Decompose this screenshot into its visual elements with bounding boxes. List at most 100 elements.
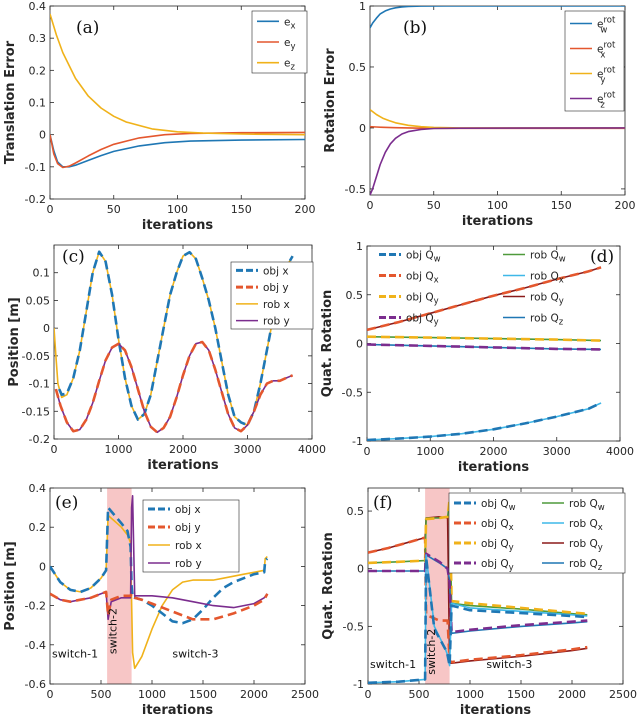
x-tick-label: 1000 bbox=[416, 445, 444, 458]
series-line bbox=[54, 340, 294, 434]
legend-label: obj Qw bbox=[406, 250, 441, 265]
legend-label: rob x bbox=[263, 299, 290, 311]
y-tick-label: 0.2 bbox=[29, 521, 47, 534]
y-tick-label: 0.4 bbox=[29, 482, 47, 495]
y-tick-label: 0.4 bbox=[29, 0, 47, 13]
y-tick-label: -0.1 bbox=[29, 378, 50, 391]
legend-label: rob x bbox=[175, 540, 202, 552]
legend-label: rob Qy bbox=[569, 538, 603, 553]
x-tick-label: 0 bbox=[365, 688, 372, 701]
axes-box bbox=[49, 487, 306, 685]
panel-d: 0 1000 2000 3000 4000 -1 -0.5 0 0.5 1 iterations Qu… bbox=[320, 240, 634, 475]
legend-label: obj Qy bbox=[406, 292, 439, 307]
legend-label: obj Qy bbox=[406, 313, 439, 328]
series-line bbox=[370, 6, 625, 29]
series-line bbox=[368, 498, 588, 615]
legend-label: obj Qy bbox=[481, 558, 514, 573]
legend-label: ex bbox=[284, 16, 296, 31]
x-tick-label: 150 bbox=[551, 199, 572, 212]
legend-label: rob Qz bbox=[569, 558, 603, 573]
panel-tag: (b) bbox=[403, 18, 427, 38]
panel-e: 0 500 1000 1500 2000 2500 -0.6 -0.4 -0.2 0 0.2 0.4 i… bbox=[3, 482, 319, 718]
series-line bbox=[50, 590, 269, 621]
legend-label: erot w bbox=[597, 16, 616, 36]
y-tick-label: 0.3 bbox=[29, 32, 47, 45]
panel-tag: (a) bbox=[76, 18, 99, 38]
series-line bbox=[367, 402, 602, 441]
x-tick-label: 500 bbox=[409, 688, 430, 701]
x-axis-label: iterations bbox=[462, 214, 534, 229]
legend-label: obj y bbox=[263, 282, 289, 294]
x-axis-label: iterations bbox=[142, 218, 214, 233]
y-tick-label: -0.6 bbox=[25, 678, 46, 691]
x-tick-label: 100 bbox=[487, 199, 508, 212]
x-tick-label: 1000 bbox=[105, 443, 133, 456]
y-tick-label: -0.4 bbox=[25, 639, 46, 652]
legend-label: obj y bbox=[175, 522, 201, 534]
series-line bbox=[370, 108, 625, 129]
legend-label: rob Qz bbox=[530, 313, 564, 328]
legend-label: rob Qy bbox=[530, 292, 564, 307]
series-line bbox=[367, 335, 602, 342]
y-tick-label: -1 bbox=[353, 678, 364, 691]
legend: ex ey ez bbox=[251, 10, 308, 74]
y-tick-label: 0 bbox=[359, 122, 366, 135]
legend-label: obj x bbox=[263, 265, 289, 277]
y-tick-label: -0.5 bbox=[345, 183, 366, 196]
legend-label: ey bbox=[284, 37, 296, 52]
y-tick-label: -0.05 bbox=[22, 350, 50, 363]
x-tick-label: 4000 bbox=[606, 445, 634, 458]
panel-f: 0 500 1000 1500 2000 2500 -1 -0.5 0 0.5 iterations… bbox=[321, 487, 637, 718]
series-line bbox=[368, 552, 588, 634]
switch-annotation: switch-2 bbox=[425, 629, 438, 675]
series-line bbox=[50, 134, 305, 168]
y-axis-label: Position [m] bbox=[3, 541, 18, 630]
legend-label: ez bbox=[284, 58, 295, 73]
switch-annotation: switch-2 bbox=[106, 608, 119, 654]
switch-annotation: switch-3 bbox=[172, 648, 218, 661]
x-tick-label: 0 bbox=[367, 199, 374, 212]
y-axis-label: Quat. Rotation bbox=[320, 290, 335, 398]
x-tick-label: 3000 bbox=[543, 445, 571, 458]
y-tick-label: 0.2 bbox=[29, 64, 47, 77]
legend-label: obj Qx bbox=[406, 271, 439, 286]
axes-box bbox=[367, 487, 624, 685]
panel-tag: (e) bbox=[55, 493, 78, 513]
legend-label: rob Qx bbox=[569, 518, 603, 533]
y-axis-label: Translation Error bbox=[3, 40, 18, 164]
x-tick-label: 2000 bbox=[169, 443, 197, 456]
y-tick-label: 0 bbox=[39, 560, 46, 573]
y-tick-label: 0.1 bbox=[33, 267, 51, 280]
x-tick-label: 2000 bbox=[558, 688, 586, 701]
series-line bbox=[50, 13, 305, 136]
y-tick-label: 0.5 bbox=[346, 289, 364, 302]
y-tick-label: -0.2 bbox=[25, 193, 46, 206]
panel-tag: (f) bbox=[373, 493, 393, 513]
x-tick-label: 1000 bbox=[138, 688, 166, 701]
legend-label: erot x bbox=[597, 41, 616, 61]
x-tick-label: 1500 bbox=[189, 688, 217, 701]
series-line bbox=[370, 127, 625, 195]
x-tick-label: 1500 bbox=[507, 688, 535, 701]
legend-label: obj Qw bbox=[481, 498, 516, 513]
legend: erot w erot x erot y erot z bbox=[564, 10, 625, 112]
x-tick-label: 0 bbox=[51, 443, 58, 456]
y-tick-label: 0.05 bbox=[26, 294, 51, 307]
legend-label: erot z bbox=[597, 91, 616, 111]
y-tick-label: 0 bbox=[357, 563, 364, 576]
legend-label: rob y bbox=[175, 558, 202, 570]
legend-label: obj Qy bbox=[481, 538, 514, 553]
y-tick-label: 0 bbox=[39, 129, 46, 142]
axes-box bbox=[366, 245, 621, 442]
legend-label: rob Qw bbox=[530, 250, 566, 265]
y-tick-label: -1 bbox=[352, 435, 363, 448]
x-tick-label: 200 bbox=[615, 199, 636, 212]
y-tick-label: -0.2 bbox=[25, 600, 46, 613]
x-axis-label: iterations bbox=[147, 458, 219, 473]
series-line bbox=[55, 341, 293, 434]
panel-a: 0 50 100 150 200 -0.2 -0.1 0 0.1 0.2 0.3 0.4 iterati… bbox=[3, 0, 316, 233]
x-axis-label: iterations bbox=[142, 703, 214, 718]
x-tick-label: 2500 bbox=[609, 688, 637, 701]
y-tick-label: -0.5 bbox=[343, 620, 364, 633]
